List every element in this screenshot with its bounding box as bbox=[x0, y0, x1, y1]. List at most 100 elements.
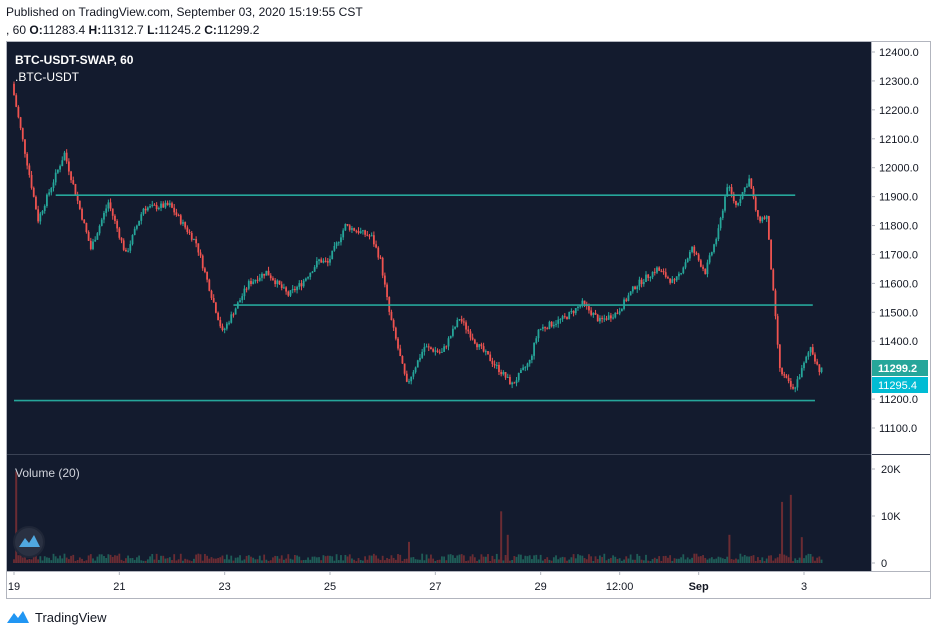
candle-body bbox=[230, 314, 233, 323]
candle-body bbox=[511, 382, 514, 385]
volume-bar bbox=[625, 556, 628, 563]
volume-bar bbox=[313, 556, 316, 563]
candle-body bbox=[669, 278, 672, 283]
candle-body bbox=[274, 280, 277, 285]
candle-body bbox=[217, 312, 219, 321]
candle-body bbox=[355, 230, 358, 232]
volume-bar bbox=[309, 559, 312, 563]
candle-body bbox=[245, 288, 248, 290]
candle-body bbox=[634, 286, 636, 290]
volume-bar bbox=[379, 559, 382, 563]
candle-body bbox=[484, 351, 487, 353]
volume-bar bbox=[414, 559, 417, 563]
candle-body bbox=[590, 310, 593, 315]
volume-bar bbox=[717, 556, 720, 563]
volume-bar bbox=[513, 556, 516, 563]
candle-body bbox=[315, 260, 318, 268]
footer: TradingView bbox=[6, 606, 107, 628]
candle-body bbox=[614, 312, 617, 318]
candle-body bbox=[581, 300, 584, 306]
candle-body bbox=[177, 215, 180, 217]
volume-bar bbox=[135, 557, 138, 563]
candle-body bbox=[103, 212, 105, 220]
volume-bar bbox=[28, 559, 31, 563]
volume-bar bbox=[30, 559, 33, 563]
volume-bar bbox=[662, 556, 665, 563]
volume-bar bbox=[594, 556, 597, 563]
candle-body bbox=[357, 231, 360, 234]
volume-bar bbox=[416, 559, 419, 563]
candle-body bbox=[390, 311, 393, 321]
candle-body bbox=[704, 268, 707, 275]
candle-body bbox=[61, 160, 64, 167]
volume-bar bbox=[133, 559, 136, 563]
volume-bar bbox=[182, 560, 184, 563]
candle-body bbox=[370, 235, 373, 237]
candle-body bbox=[561, 316, 564, 320]
candle-body bbox=[304, 278, 307, 281]
candle-body bbox=[781, 368, 783, 375]
candle-body bbox=[537, 329, 540, 339]
candle-body bbox=[697, 254, 700, 261]
price-chart[interactable]: 12400.0 12300.0 12200.0 12100.0 12000.0 11900… bbox=[6, 41, 931, 599]
volume-bar bbox=[443, 556, 446, 563]
candle-body bbox=[285, 287, 288, 292]
candle-body bbox=[517, 372, 520, 381]
candle-body bbox=[656, 267, 658, 273]
volume-bar bbox=[269, 560, 272, 563]
candle-body bbox=[724, 196, 726, 211]
candle-body bbox=[364, 230, 367, 235]
volume-bar bbox=[640, 559, 643, 563]
candle-body bbox=[405, 373, 408, 382]
volume-bar bbox=[445, 560, 448, 563]
volume-bar bbox=[265, 559, 268, 563]
volume-bar bbox=[217, 558, 219, 563]
volume-bar bbox=[809, 554, 812, 563]
volume-bar bbox=[605, 560, 608, 563]
volume-bar bbox=[765, 558, 768, 563]
volume-bar bbox=[17, 555, 20, 563]
candle-body bbox=[763, 217, 766, 219]
volume-bar bbox=[204, 553, 206, 563]
volume-bar bbox=[530, 559, 533, 563]
volume-bar bbox=[307, 557, 309, 563]
candle-body bbox=[640, 279, 643, 285]
volume-bar bbox=[796, 560, 799, 563]
volume-bar bbox=[162, 555, 165, 563]
volume-bar bbox=[438, 559, 441, 563]
volume-bar bbox=[241, 560, 244, 563]
volume-bar bbox=[816, 557, 819, 563]
candle-body bbox=[39, 213, 42, 222]
candle-body bbox=[17, 106, 20, 118]
volume-bar bbox=[302, 560, 305, 563]
volume-bar bbox=[699, 556, 702, 563]
volume-bar bbox=[741, 556, 744, 563]
volume-bar bbox=[691, 557, 693, 563]
volume-bar bbox=[39, 556, 42, 563]
candle-body bbox=[609, 315, 612, 319]
overlay-title: .BTC-USDT bbox=[15, 70, 80, 84]
candle-body bbox=[796, 379, 799, 388]
volume-bar bbox=[412, 557, 415, 563]
tradingview-logo-icon bbox=[7, 611, 29, 623]
candle-body bbox=[524, 367, 527, 369]
volume-bar bbox=[403, 558, 406, 563]
volume-bar bbox=[471, 554, 474, 563]
candle-body bbox=[311, 271, 314, 273]
candle-body bbox=[631, 286, 634, 292]
volume-bar bbox=[787, 557, 790, 563]
volume-spike-bar bbox=[781, 501, 784, 563]
candle-body bbox=[767, 216, 770, 240]
volume-bar bbox=[596, 559, 599, 563]
candle-body bbox=[535, 338, 538, 343]
volume-bar bbox=[473, 557, 476, 563]
candle-body bbox=[186, 227, 189, 232]
volume-bar bbox=[675, 558, 678, 563]
candle-body bbox=[601, 317, 604, 319]
candle-body bbox=[182, 222, 184, 224]
volume-bar bbox=[274, 555, 277, 563]
candle-body bbox=[92, 241, 94, 249]
volume-bar bbox=[680, 557, 683, 563]
candle-body bbox=[693, 246, 696, 253]
candle-body bbox=[199, 252, 202, 256]
